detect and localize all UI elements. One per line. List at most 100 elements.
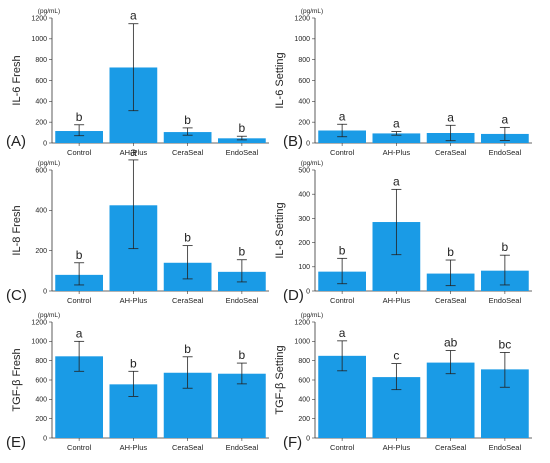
y-tick-label: 1000 [294,36,310,43]
unit-label: (pg/mL) [301,160,323,167]
category-label: Control [330,148,355,157]
y-tick-label: 800 [35,358,47,365]
y-tick-label: 0 [306,435,310,442]
category-label: AH-Plus [383,148,411,157]
y-tick-label: 200 [35,416,47,423]
y-axis-label: TGF-β Fresh [11,348,23,411]
y-tick-label: 200 [35,120,47,127]
significance-letter: c [393,349,399,363]
chart-panel-4: 0 100 200 300 400 500(pg/mL) IL-8 Setting (D) b C… [274,160,532,305]
y-tick-label: 600 [35,377,47,384]
y-tick-label: 1000 [294,339,310,346]
chart-panel-3: 0 200 400 600(pg/mL) IL-8 Fresh (C) b Control a A… [6,145,269,305]
significance-letter: a [502,112,509,126]
category-label: CeraSeal [172,443,204,452]
significance-letter: b [239,245,246,259]
panel-label: (E) [6,434,26,451]
significance-letter: a [339,109,346,123]
y-axis-label: IL-8 Setting [274,202,286,258]
y-tick-label: 600 [35,78,47,85]
y-tick-label: 400 [298,99,310,106]
category-label: AH-Plus [120,296,148,305]
y-axis-label: IL-8 Fresh [11,205,23,255]
significance-letter: a [76,326,83,340]
y-tick-label: 200 [35,248,47,255]
y-tick-label: 800 [35,57,47,64]
bar [372,133,421,143]
y-axis-label: IL-6 Setting [274,52,286,108]
y-tick-label: 100 [298,264,310,271]
y-tick-label: 1200 [31,15,47,22]
bar [426,362,475,438]
y-tick-label: 500 [298,167,310,174]
y-tick-label: 600 [35,167,47,174]
y-tick-label: 1000 [31,36,47,43]
significance-letter: b [76,110,83,124]
significance-letter: a [339,326,346,340]
category-label: Control [330,443,355,452]
y-axis-label: TGF-β Setting [274,345,286,414]
bar [218,373,266,438]
y-tick-label: 200 [298,416,310,423]
significance-letter: b [339,243,346,257]
significance-letter: a [130,9,137,23]
category-label: CeraSeal [435,296,467,305]
y-tick-label: 200 [298,240,310,247]
y-tick-label: 400 [35,99,47,106]
y-tick-label: 1200 [294,319,310,326]
significance-letter: b [447,245,454,259]
y-axis-label: IL-6 Fresh [11,55,23,105]
y-tick-label: 1200 [31,319,47,326]
category-label: CeraSeal [435,443,467,452]
category-label: CeraSeal [172,296,204,305]
significance-letter: a [447,110,454,124]
category-label: AH-Plus [383,296,411,305]
significance-letter: ab [444,336,458,350]
y-tick-label: 600 [298,78,310,85]
significance-letter: b [502,240,509,254]
panel-label: (C) [6,287,27,304]
category-label: EndoSeal [489,296,522,305]
significance-letter: b [130,356,137,370]
y-tick-label: 400 [35,397,47,404]
significance-letter: bc [499,337,512,351]
category-label: CeraSeal [435,148,467,157]
category-label: EndoSeal [226,296,259,305]
y-tick-label: 800 [298,57,310,64]
bar [163,132,212,143]
chart-panel-1: 0 200 400 600 800 1000 1200(pg/mL) IL-6 Fresh (A… [6,8,269,157]
category-label: CeraSeal [172,148,204,157]
y-tick-label: 800 [298,358,310,365]
significance-letter: a [393,117,400,131]
y-tick-label: 300 [298,216,310,223]
category-label: Control [330,296,355,305]
significance-letter: b [239,121,246,135]
category-label: AH-Plus [383,443,411,452]
significance-letter: a [130,145,137,159]
unit-label: (pg/mL) [38,8,60,15]
category-label: Control [67,296,92,305]
y-tick-label: 400 [35,208,47,215]
y-tick-label: 0 [306,288,310,295]
panel-label: (D) [283,287,304,304]
y-tick-label: 1200 [294,15,310,22]
category-label: EndoSeal [489,148,522,157]
category-label: EndoSeal [226,443,259,452]
y-tick-label: 400 [298,192,310,199]
unit-label: (pg/mL) [38,312,60,319]
panel-label: (A) [6,133,26,150]
y-tick-label: 0 [43,140,47,147]
y-tick-label: 1000 [31,339,47,346]
y-tick-label: 0 [43,288,47,295]
unit-label: (pg/mL) [38,160,60,167]
bar [218,138,266,143]
significance-letter: b [184,231,191,245]
panel-label: (F) [283,434,302,451]
significance-letter: b [76,248,83,262]
category-label: AH-Plus [120,443,148,452]
y-tick-label: 200 [298,120,310,127]
unit-label: (pg/mL) [301,312,323,319]
panel-label: (B) [283,133,303,150]
category-label: EndoSeal [489,443,522,452]
